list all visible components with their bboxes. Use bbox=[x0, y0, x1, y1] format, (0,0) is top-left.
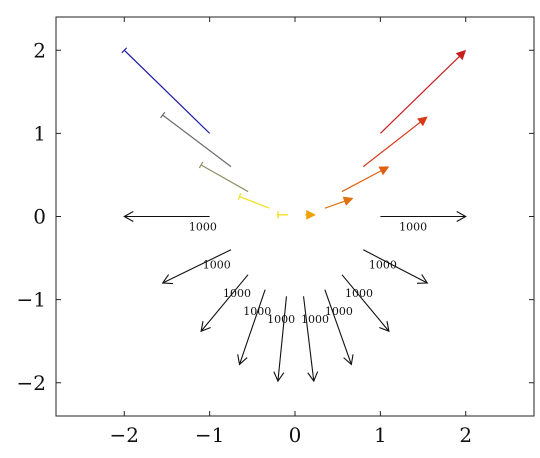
arrow-head-bar bbox=[121, 47, 128, 54]
arrow-shaft bbox=[200, 274, 249, 332]
arrow-shaft bbox=[162, 249, 232, 284]
data-label: 1000 bbox=[301, 313, 329, 326]
y-tick-label: 0 bbox=[33, 205, 46, 229]
arrow-shaft bbox=[162, 114, 232, 168]
lower-arrow bbox=[200, 274, 249, 333]
lower-arrow bbox=[380, 211, 467, 222]
upper-arrow bbox=[237, 193, 270, 209]
x-tick-label: 0 bbox=[289, 423, 302, 447]
upper-arrow bbox=[362, 116, 428, 168]
lower-arrow bbox=[302, 296, 319, 383]
arrow-head bbox=[416, 116, 428, 127]
data-label: 1000 bbox=[325, 305, 353, 318]
data-label: 1000 bbox=[189, 221, 217, 234]
ticks-layer: −2 −1 0 1 2 −2 −1 0 1 2 bbox=[17, 17, 534, 447]
data-label: 1000 bbox=[267, 313, 295, 326]
arrow-head bbox=[200, 320, 211, 333]
arrow-head bbox=[343, 354, 354, 366]
upper-arrow bbox=[198, 161, 249, 193]
arrow-head bbox=[161, 274, 174, 285]
arrow-head-bar bbox=[160, 111, 166, 119]
arrow-shaft bbox=[238, 289, 266, 365]
y-tick-label: 1 bbox=[33, 121, 46, 145]
data-label: 1000 bbox=[203, 259, 231, 272]
arrow-head bbox=[123, 211, 134, 222]
arrow-shaft bbox=[200, 164, 249, 193]
arrow-shaft bbox=[341, 274, 390, 332]
arrow-head bbox=[378, 166, 390, 176]
upper-arrow bbox=[305, 209, 317, 220]
arrow-shaft bbox=[379, 56, 460, 134]
arrow-shaft bbox=[362, 121, 421, 168]
arrow-shaft bbox=[123, 49, 211, 134]
lower-arrow bbox=[341, 274, 390, 333]
arrow-head-bar bbox=[237, 193, 242, 201]
y-tick-label: −1 bbox=[17, 288, 46, 312]
arrow-head bbox=[273, 371, 285, 383]
arrow-head-bar bbox=[198, 161, 204, 169]
arrow-head bbox=[237, 354, 248, 366]
arrow-shaft bbox=[341, 170, 382, 193]
data-label: 1000 bbox=[369, 259, 397, 272]
lower-arrow bbox=[324, 289, 354, 366]
upper-arrow bbox=[277, 211, 289, 219]
arrow-head bbox=[456, 211, 467, 222]
lower-arrow bbox=[161, 249, 232, 285]
arrow-shaft bbox=[363, 249, 428, 284]
arrow-shaft bbox=[277, 296, 288, 382]
upper-arrow bbox=[341, 166, 390, 193]
upper-arrow bbox=[160, 111, 232, 168]
upper-arrow bbox=[379, 49, 467, 134]
upper-arrow bbox=[121, 47, 211, 134]
x-tick-label: 2 bbox=[459, 423, 472, 447]
x-tick-label: −1 bbox=[195, 423, 224, 447]
arrow-head bbox=[455, 49, 467, 61]
arrow-shaft bbox=[324, 289, 352, 365]
arrow-head bbox=[379, 320, 390, 333]
arrow-shaft bbox=[302, 296, 315, 382]
data-label: 1000 bbox=[223, 287, 251, 300]
y-tick-label: 2 bbox=[33, 38, 46, 62]
lower-arrow bbox=[273, 296, 288, 383]
x-tick-label: 1 bbox=[374, 423, 387, 447]
arrows-layer bbox=[121, 47, 467, 383]
lower-arrow bbox=[123, 211, 210, 222]
data-label: 1000 bbox=[345, 287, 373, 300]
data-label: 1000 bbox=[243, 305, 271, 318]
arrow-head bbox=[306, 209, 317, 220]
arrow-head bbox=[416, 274, 429, 284]
data-label: 1000 bbox=[399, 221, 427, 234]
arrow-head bbox=[342, 196, 354, 206]
y-tick-label: −2 bbox=[17, 371, 46, 395]
upper-arrow bbox=[324, 196, 354, 209]
arrow-shaft bbox=[239, 195, 270, 209]
arrow-head bbox=[307, 371, 319, 383]
arrow-shaft bbox=[324, 200, 345, 209]
x-tick-label: −2 bbox=[110, 423, 139, 447]
lower-arrow bbox=[237, 289, 266, 366]
lower-arrow bbox=[363, 249, 429, 284]
